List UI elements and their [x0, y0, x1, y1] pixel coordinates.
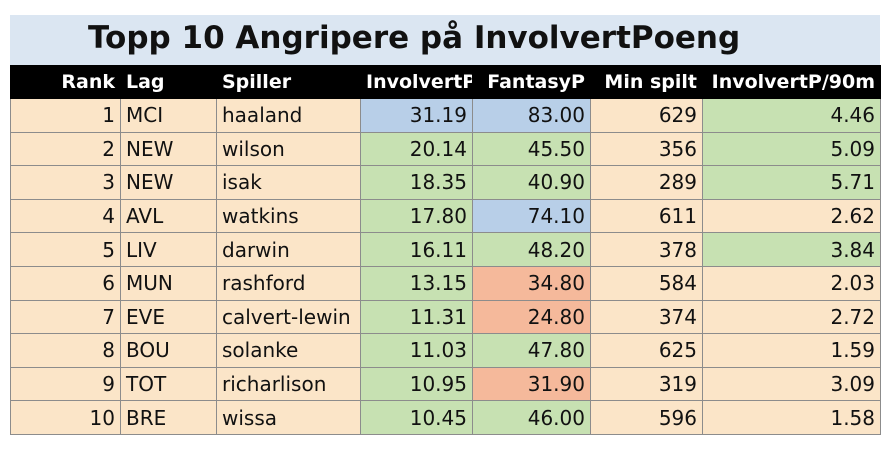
header-fantasyp: FantasyP: [472, 65, 591, 99]
cell-involvertp-per-90m: 2.03: [702, 265, 881, 301]
cell-min-spilt: 374: [590, 299, 703, 335]
header-row: Rank Lag Spiller InvolvertP FantasyP Min…: [10, 65, 881, 99]
cell-fantasyp: 34.80: [472, 265, 591, 301]
header-spiller: Spiller: [216, 65, 361, 99]
cell-rank: 10: [10, 400, 121, 435]
cell-spiller: calvert-lewin: [216, 299, 361, 335]
cell-involvertp: 10.95: [360, 366, 473, 402]
cell-involvertp-per-90m: 5.71: [702, 165, 881, 200]
header-involvertp: InvolvertP: [360, 65, 473, 99]
cell-spiller: wilson: [216, 131, 361, 167]
table-row: 5 LIV darwin 16.11 48.20 378 3.84: [10, 232, 881, 267]
cell-rank: 8: [10, 333, 121, 368]
cell-min-spilt: 629: [590, 98, 703, 133]
cell-rank: 4: [10, 198, 121, 234]
cell-spiller: haaland: [216, 98, 361, 133]
table-row: 4 AVL watkins 17.80 74.10 611 2.62: [10, 198, 881, 234]
cell-fantasyp: 31.90: [472, 366, 591, 402]
cell-fantasyp: 74.10: [472, 198, 591, 234]
cell-rank: 2: [10, 131, 121, 167]
cell-rank: 5: [10, 232, 121, 267]
cell-min-spilt: 625: [590, 333, 703, 368]
cell-rank: 9: [10, 366, 121, 402]
cell-lag: NEW: [120, 165, 217, 200]
cell-involvertp-per-90m: 2.62: [702, 198, 881, 234]
cell-rank: 1: [10, 98, 121, 133]
table-row: 2 NEW wilson 20.14 45.50 356 5.09: [10, 131, 881, 167]
table-row: 1 MCI haaland 31.19 83.00 629 4.46: [10, 98, 881, 133]
cell-involvertp: 17.80: [360, 198, 473, 234]
table-title: Topp 10 Angripere på InvolvertPoeng: [88, 20, 741, 56]
cell-spiller: watkins: [216, 198, 361, 234]
cell-lag: NEW: [120, 131, 217, 167]
cell-lag: MCI: [120, 98, 217, 133]
table-frame: Topp 10 Angripere på InvolvertPoeng Rank…: [10, 15, 881, 439]
header-min-spilt: Min spilt: [590, 65, 703, 99]
cell-involvertp: 13.15: [360, 265, 473, 301]
cell-lag: BOU: [120, 333, 217, 368]
cell-involvertp: 18.35: [360, 165, 473, 200]
cell-involvertp: 16.11: [360, 232, 473, 267]
cell-involvertp: 31.19: [360, 98, 473, 133]
cell-fantasyp: 47.80: [472, 333, 591, 368]
header-lag: Lag: [120, 65, 217, 99]
table-row: 8 BOU solanke 11.03 47.80 625 1.59: [10, 333, 881, 368]
cell-min-spilt: 611: [590, 198, 703, 234]
cell-rank: 3: [10, 165, 121, 200]
cell-involvertp-per-90m: 3.84: [702, 232, 881, 267]
table-row: 6 MUN rashford 13.15 34.80 584 2.03: [10, 265, 881, 301]
cell-involvertp-per-90m: 4.46: [702, 98, 881, 133]
cell-lag: BRE: [120, 400, 217, 435]
cell-involvertp-per-90m: 2.72: [702, 299, 881, 335]
cell-fantasyp: 45.50: [472, 131, 591, 167]
header-rank: Rank: [10, 65, 121, 99]
cell-min-spilt: 289: [590, 165, 703, 200]
cell-lag: AVL: [120, 198, 217, 234]
cell-min-spilt: 596: [590, 400, 703, 435]
cell-fantasyp: 46.00: [472, 400, 591, 435]
cell-fantasyp: 83.00: [472, 98, 591, 133]
cell-min-spilt: 356: [590, 131, 703, 167]
cell-spiller: solanke: [216, 333, 361, 368]
cell-fantasyp: 24.80: [472, 299, 591, 335]
header-involvertp-per-90m: InvolvertP/90m: [702, 65, 881, 99]
cell-fantasyp: 48.20: [472, 232, 591, 267]
cell-lag: MUN: [120, 265, 217, 301]
cell-lag: LIV: [120, 232, 217, 267]
cell-involvertp-per-90m: 5.09: [702, 131, 881, 167]
table-row: 7 EVE calvert-lewin 11.31 24.80 374 2.72: [10, 299, 881, 335]
stats-table: Rank Lag Spiller InvolvertP FantasyP Min…: [10, 65, 881, 435]
cell-min-spilt: 584: [590, 265, 703, 301]
cell-involvertp: 11.03: [360, 333, 473, 368]
cell-spiller: richarlison: [216, 366, 361, 402]
cell-spiller: darwin: [216, 232, 361, 267]
cell-spiller: isak: [216, 165, 361, 200]
title-bar: Topp 10 Angripere på InvolvertPoeng: [10, 15, 880, 65]
cell-min-spilt: 378: [590, 232, 703, 267]
table-row: 10 BRE wissa 10.45 46.00 596 1.58: [10, 400, 881, 435]
cell-involvertp: 20.14: [360, 131, 473, 167]
cell-fantasyp: 40.90: [472, 165, 591, 200]
cell-spiller: rashford: [216, 265, 361, 301]
cell-rank: 6: [10, 265, 121, 301]
cell-involvertp-per-90m: 1.58: [702, 400, 881, 435]
cell-involvertp-per-90m: 3.09: [702, 366, 881, 402]
cell-spiller: wissa: [216, 400, 361, 435]
cell-involvertp: 11.31: [360, 299, 473, 335]
table-body: 1 MCI haaland 31.19 83.00 629 4.46 2 NEW wilson 20…: [10, 98, 881, 435]
cell-min-spilt: 319: [590, 366, 703, 402]
cell-involvertp-per-90m: 1.59: [702, 333, 881, 368]
cell-lag: EVE: [120, 299, 217, 335]
cell-rank: 7: [10, 299, 121, 335]
cell-involvertp: 10.45: [360, 400, 473, 435]
table-row: 3 NEW isak 18.35 40.90 289 5.71: [10, 165, 881, 200]
cell-lag: TOT: [120, 366, 217, 402]
table-row: 9 TOT richarlison 10.95 31.90 319 3.09: [10, 366, 881, 402]
